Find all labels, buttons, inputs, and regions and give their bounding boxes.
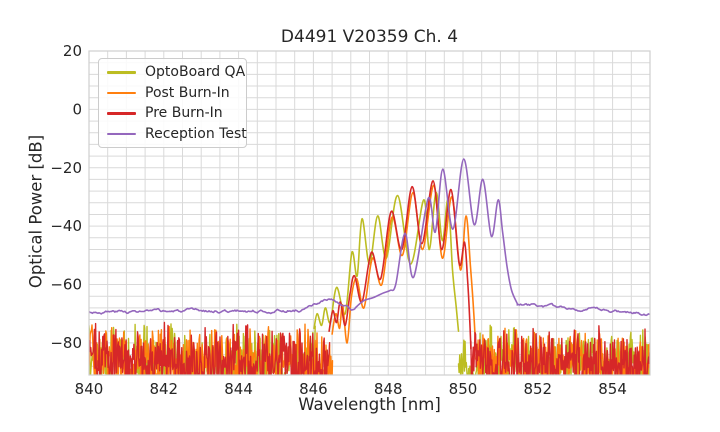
- series-line-reception-test: [89, 158, 650, 317]
- y-tick-label: −40: [50, 217, 82, 235]
- y-axis-label: Optical Power [dB]: [26, 134, 46, 289]
- x-tick-label: 846: [299, 380, 328, 398]
- chart-title: D4491 V20359 Ch. 4: [280, 27, 459, 47]
- x-tick-label: 842: [149, 380, 178, 398]
- x-tick-label: 854: [598, 380, 627, 398]
- x-axis-label: Wavelength [nm]: [298, 395, 441, 414]
- legend-item-optoboard-qa: OptoBoard QA: [107, 63, 245, 82]
- legend-item-reception-test: Reception Test: [107, 124, 247, 143]
- plot-border: [88, 50, 651, 376]
- y-tick-label: 20: [63, 42, 82, 60]
- legend-label: Reception Test: [145, 125, 247, 142]
- x-tick-label: 844: [224, 380, 253, 398]
- legend-line-swatch-pre-burn-in: [107, 112, 136, 115]
- legend-label: Pre Burn-In: [145, 105, 223, 122]
- legend: OptoBoard QA Post Burn-In Pre Burn-In Re…: [98, 58, 247, 148]
- legend-line-swatch-reception-test: [107, 132, 136, 135]
- legend-line-swatch-optoboard-qa: [107, 71, 136, 74]
- legend-label: OptoBoard QA: [145, 64, 246, 81]
- y-tick-label: −20: [50, 159, 82, 177]
- y-tick-label: −60: [50, 276, 82, 294]
- x-tick-label: 852: [523, 380, 552, 398]
- legend-line-swatch-post-burn-in: [107, 91, 136, 94]
- legend-label: Post Burn-In: [145, 84, 230, 101]
- x-tick-label: 848: [374, 380, 403, 398]
- legend-item-post-burn-in: Post Burn-In: [107, 83, 238, 102]
- legend-item-pre-burn-in: Pre Burn-In: [107, 104, 238, 123]
- x-tick-label: 850: [449, 380, 478, 398]
- x-tick-label: 840: [75, 380, 104, 398]
- y-tick-label: −80: [50, 334, 82, 352]
- y-tick-label: 0: [72, 100, 82, 118]
